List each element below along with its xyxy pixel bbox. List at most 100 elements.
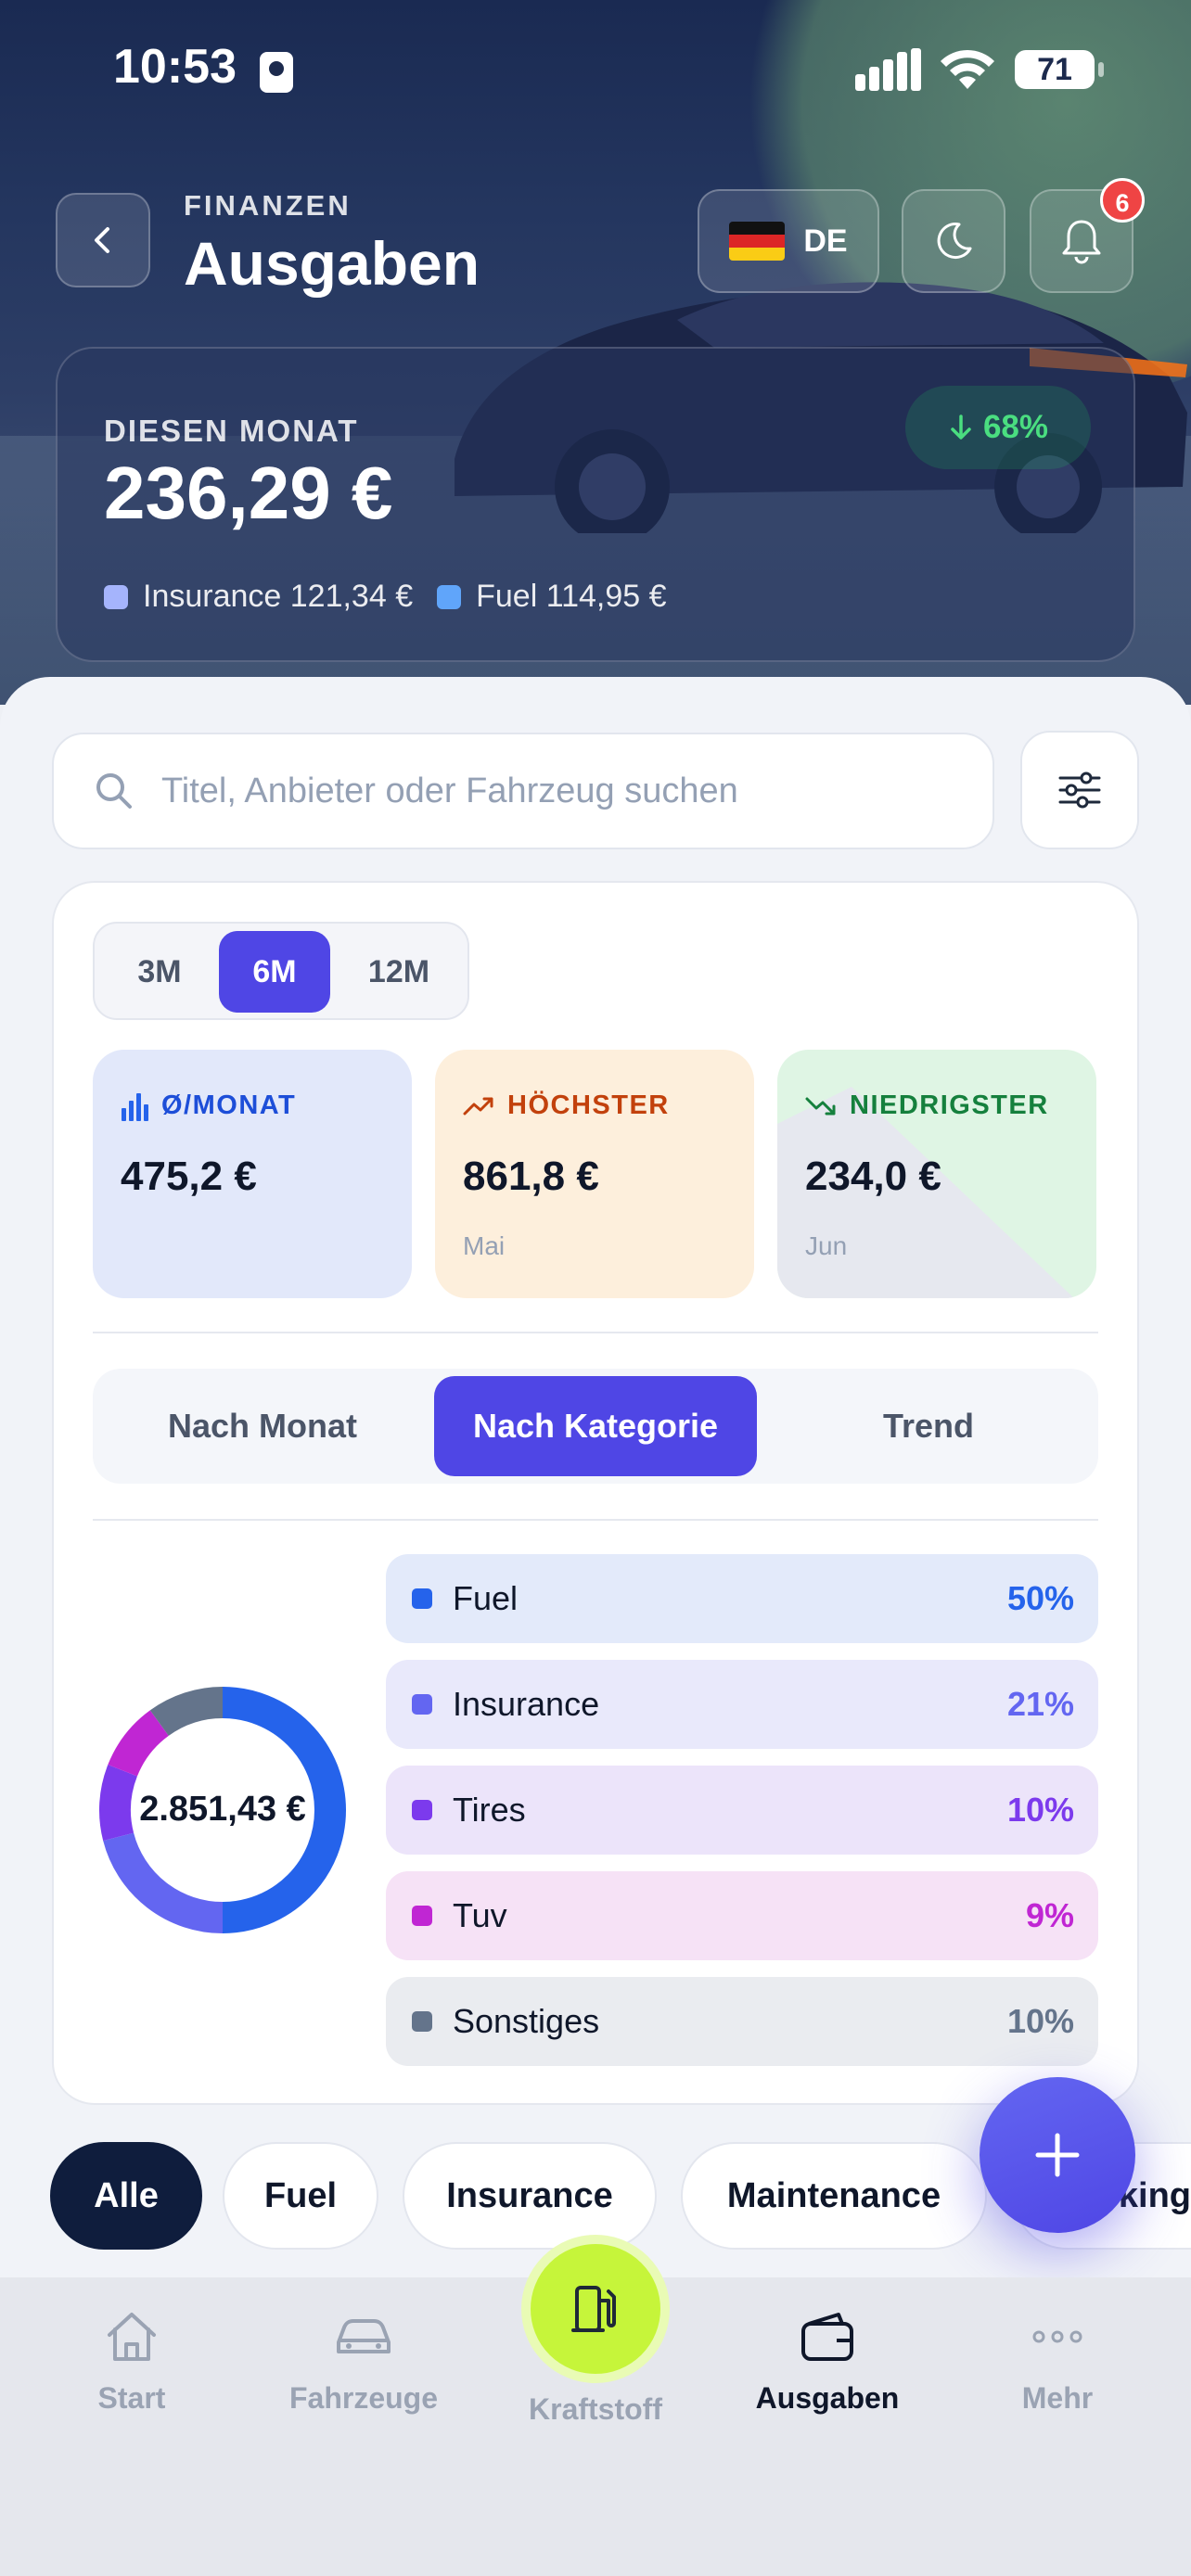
bar-chart-icon (122, 1092, 148, 1121)
chip-fuel[interactable]: Fuel (223, 2142, 378, 2250)
view-selector: Nach Monat Nach Kategorie Trend (93, 1369, 1098, 1484)
category-swatch (412, 2011, 432, 2032)
tab-vehicles[interactable]: Fahrzeuge (271, 2309, 456, 2416)
kpi-value: 475,2 € (121, 1154, 257, 1199)
kpi-value: 234,0 € (805, 1154, 941, 1199)
period-option-3m[interactable]: 3M (137, 953, 182, 989)
summary-label: DIESEN MONAT (104, 414, 359, 448)
month-summary-card: DIESEN MONAT 236,29 € 68% Insurance 121,… (56, 347, 1135, 662)
status-time: 10:53 (113, 40, 237, 94)
trend-up-icon (463, 1097, 493, 1115)
legend-label: Insurance 121,34 € (143, 579, 414, 614)
kpi-card-lowest: NIEDRIGSTER 234,0 € Jun (777, 1050, 1096, 1298)
notifications-button[interactable] (1030, 189, 1133, 293)
language-button[interactable]: DE (698, 189, 879, 293)
notification-count-badge: 6 (1100, 178, 1145, 223)
chevron-left-icon (95, 227, 109, 253)
trend-down-icon (805, 1097, 836, 1115)
status-bar: 10:53 71 (0, 0, 1191, 139)
tab-label: Fahrzeuge (288, 2381, 439, 2415)
summary-value: 236,29 € (104, 452, 393, 534)
period-option-6m[interactable]: 6M (219, 931, 330, 1013)
category-percent: 50% (1006, 1579, 1074, 1617)
arrow-down-icon (951, 414, 971, 440)
category-percent: 10% (1006, 1791, 1074, 1829)
fuel-pump-icon (571, 2286, 616, 2332)
view-option-by-category[interactable]: Nach Kategorie (434, 1376, 757, 1476)
search-icon (96, 773, 132, 809)
page-title: Ausgaben (184, 229, 480, 298)
category-swatch (412, 1588, 432, 1609)
kpi-month: Jun (805, 1231, 848, 1260)
category-row-tuv[interactable]: Tuv 9% (386, 1871, 1098, 1960)
legend-item-fuel: Fuel 114,95 € (437, 579, 667, 615)
view-option-by-month[interactable]: Nach Monat (167, 1407, 357, 1445)
tab-label: Start (97, 2381, 166, 2415)
donut-slice-tuv (108, 1710, 170, 1778)
sliders-icon (1058, 772, 1101, 809)
category-name: Sonstiges (453, 2002, 600, 2040)
chip-all[interactable]: Alle (50, 2142, 202, 2250)
legend-swatch (437, 584, 462, 609)
category-swatch (412, 1800, 432, 1820)
search-placeholder: Titel, Anbieter oder Fahrzeug suchen (161, 771, 738, 810)
category-name: Fuel (453, 1579, 519, 1617)
tab-more[interactable]: Mehr (965, 2309, 1150, 2416)
car-icon (337, 2319, 391, 2353)
battery-indicator: 71 (1015, 50, 1104, 89)
kpi-head: NIEDRIGSTER (805, 1090, 1049, 1121)
kpi-head: HÖCHSTER (463, 1090, 670, 1121)
category-row-insurance[interactable]: Insurance 21% (386, 1660, 1098, 1749)
plus-icon (1035, 2133, 1080, 2177)
category-name: Tuv (453, 1896, 507, 1934)
category-row-tires[interactable]: Tires 10% (386, 1766, 1098, 1855)
donut-total: 2.851,43 € (139, 1790, 306, 1829)
legend-label: Fuel 114,95 € (476, 579, 667, 614)
tab-start[interactable]: Start (39, 2309, 224, 2416)
kpi-background-shape (777, 1087, 1074, 1298)
moon-icon (937, 223, 972, 260)
trend-value: 68% (982, 409, 1049, 445)
legend-item-insurance: Insurance 121,34 € (104, 579, 413, 615)
contact-badge-icon (260, 52, 293, 93)
language-code: DE (803, 223, 848, 259)
dark-mode-button[interactable] (902, 189, 1005, 293)
search-input[interactable]: Titel, Anbieter oder Fahrzeug suchen (52, 733, 994, 849)
kpi-value: 861,8 € (463, 1154, 599, 1199)
category-row-other[interactable]: Sonstiges 10% (386, 1977, 1098, 2066)
tab-expenses[interactable]: Ausgaben (735, 2309, 920, 2416)
cellular-signal-icon (855, 48, 921, 91)
add-expense-button[interactable] (980, 2077, 1135, 2233)
category-row-fuel[interactable]: Fuel 50% (386, 1554, 1098, 1643)
category-name: Tires (453, 1791, 526, 1829)
more-icon (1032, 2330, 1082, 2343)
back-button[interactable] (56, 193, 150, 287)
section-eyebrow: FINANZEN (184, 189, 352, 222)
category-donut-chart (99, 1687, 346, 1933)
kpi-label: HÖCHSTER (507, 1090, 670, 1120)
tab-label: Mehr (1021, 2381, 1094, 2415)
kpi-head: Ø/MONAT (121, 1090, 296, 1121)
kpi-month: Mai (463, 1231, 506, 1260)
kpi-label: NIEDRIGSTER (850, 1090, 1049, 1120)
donut-slice-fuel (222, 1687, 346, 1933)
wallet-icon (801, 2313, 853, 2361)
view-option-trend[interactable]: Trend (882, 1407, 974, 1445)
chip-maintenance[interactable]: Maintenance (681, 2142, 987, 2250)
tab-fuel[interactable] (521, 2235, 670, 2383)
tab-label: Ausgaben (755, 2381, 900, 2415)
donut-slice-sonstiges (149, 1687, 224, 1737)
summary-legend: Insurance 121,34 € Fuel 114,95 € (104, 579, 667, 615)
kpi-card-average: Ø/MONAT 475,2 € (93, 1050, 412, 1298)
category-percent: 21% (1006, 1685, 1074, 1723)
trend-badge: 68% (905, 386, 1091, 469)
chip-insurance[interactable]: Insurance (403, 2142, 657, 2250)
filter-button[interactable] (1020, 731, 1139, 849)
bell-icon (1062, 220, 1101, 264)
donut-slice-insurance (103, 1832, 224, 1933)
home-icon (108, 2313, 156, 2361)
kpi-card-highest: HÖCHSTER 861,8 € Mai (435, 1050, 754, 1298)
period-option-12m[interactable]: 12M (367, 953, 430, 989)
divider (93, 1332, 1098, 1333)
divider (93, 1519, 1098, 1521)
